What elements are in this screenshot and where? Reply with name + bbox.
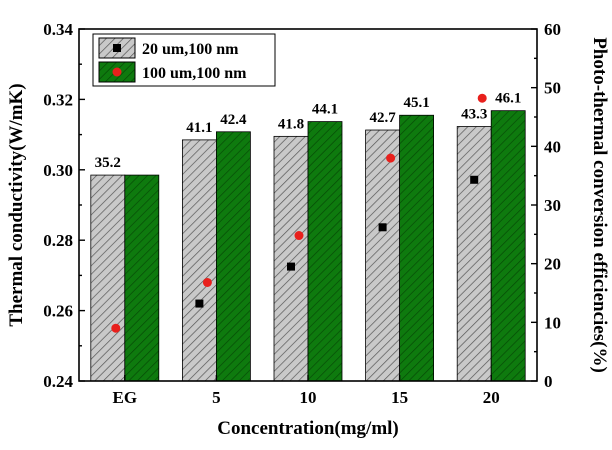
x-axis-ticks: EG 5 10 15 20 (113, 375, 500, 407)
legend: 20 um,100 nm 100 um,100 nm (92, 33, 276, 87)
bar-series-1-20 (456, 126, 492, 382)
bar-value-label-series-2-15: 45.1 (403, 95, 429, 111)
y2-tick-label: 40 (544, 137, 561, 156)
legend-entry-series-1: 20 um,100 nm (98, 37, 239, 59)
y-tick-label: 0.32 (43, 90, 73, 109)
bar-value-label-series-2-20: 46.1 (495, 91, 521, 107)
y2-tick-label: 30 (544, 196, 561, 215)
efficiency-marker-series-2-EG (111, 323, 121, 333)
y-tick-label: 0.30 (43, 161, 73, 180)
y2-axis-title: Photo-thermal conversion efficiencies(%) (589, 37, 610, 373)
bar-value-label-series-1-20: 43.3 (461, 107, 487, 123)
bar-series-2-15 (399, 114, 435, 382)
bar-series-2-20 (490, 110, 526, 382)
bar-series-1-15 (365, 129, 401, 382)
bar-value-label-series-2-5: 42.4 (220, 112, 247, 128)
efficiency-marker-series-1-5 (195, 299, 204, 308)
y2-tick-label: 0 (544, 372, 553, 391)
bar-value-label-series-1-EG: 35.2 (95, 155, 121, 171)
legend-circle-marker (112, 67, 122, 77)
right-axis-ticks: 0 10 20 30 40 50 60 (531, 20, 561, 391)
bar-series-2-EG (124, 174, 160, 382)
bar-value-label-series-1-5: 41.1 (186, 120, 212, 136)
x-tick-label-5: 5 (212, 388, 221, 407)
efficiency-marker-series-2-10 (294, 231, 304, 241)
bar-series-2-10 (307, 121, 343, 382)
x-tick-label-20: 20 (483, 388, 500, 407)
y2-tick-label: 10 (544, 313, 561, 332)
x-tick-label-15: 15 (391, 388, 408, 407)
legend-label-series-1: 20 um,100 nm (142, 41, 239, 58)
bar-value-label-series-1-10: 41.8 (278, 116, 304, 132)
bar-value-label-series-1-15: 42.7 (369, 110, 396, 126)
x-tick-label-10: 10 (300, 388, 317, 407)
markers-group (111, 93, 487, 333)
y-tick-label: 0.26 (43, 302, 73, 321)
efficiency-marker-series-2-5 (202, 277, 212, 287)
legend-entry-series-2: 100 um,100 nm (98, 61, 247, 83)
bar-series-2-5 (215, 131, 251, 382)
legend-square-marker (113, 44, 121, 52)
efficiency-marker-series-1-20 (470, 175, 479, 184)
efficiency-marker-series-2-20 (477, 93, 487, 103)
x-axis-title: Concentration(mg/ml) (217, 418, 399, 439)
bar-value-label-series-2-10: 44.1 (312, 102, 338, 118)
bar-labels-group: 35.2 41.1 41.8 42.7 43.3 42.4 44.1 45.1 46.1 (95, 91, 522, 171)
y-tick-label: 0.28 (43, 231, 73, 250)
bar-series-1-EG (90, 174, 126, 382)
bar-series-1-10 (273, 135, 309, 382)
efficiency-marker-series-1-15 (378, 223, 387, 232)
legend-label-series-2: 100 um,100 nm (142, 65, 247, 82)
y-tick-label: 0.34 (43, 20, 73, 39)
efficiency-marker-series-1-10 (287, 262, 295, 271)
y2-tick-label: 60 (544, 20, 561, 39)
efficiency-marker-series-2-15 (386, 153, 396, 163)
y-tick-label: 0.24 (43, 372, 73, 391)
bar-series-1-5 (181, 139, 217, 382)
x-tick-label-EG: EG (113, 388, 138, 407)
y-axis-title: Thermal conductivity(W/mK) (6, 83, 27, 326)
y2-tick-label: 20 (544, 255, 561, 274)
y2-tick-label: 50 (544, 79, 561, 98)
bars-group (90, 110, 526, 382)
left-axis-ticks: 0.24 0.26 0.28 0.30 0.32 0.34 (43, 20, 85, 391)
